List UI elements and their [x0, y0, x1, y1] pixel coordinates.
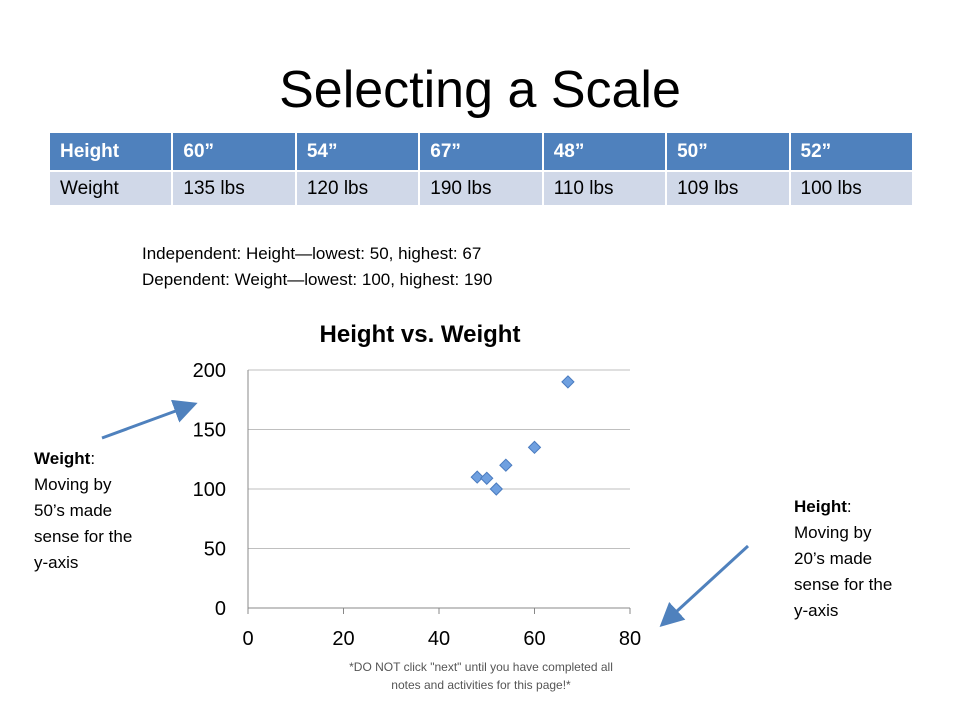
table-cell: 190 lbs	[418, 170, 544, 207]
x-tick-label: 20	[332, 628, 354, 650]
table-cell: 120 lbs	[294, 170, 421, 207]
weight-annotation-heading: Weight	[34, 449, 91, 468]
table-cell: 100 lbs	[788, 170, 915, 207]
table-cell: 50”	[665, 131, 791, 172]
table-cell: 48”	[541, 131, 668, 172]
table-cell: Height	[47, 131, 174, 172]
x-tick-label: 60	[523, 628, 545, 650]
height-annotation-heading: Height	[794, 497, 847, 516]
chart-title: Height vs. Weight	[320, 321, 521, 348]
chart-axes	[247, 370, 631, 614]
chart-tick-labels: 0 50 100 150 200 0 20 40 60 80	[193, 360, 642, 650]
y-tick-label: 100	[193, 479, 226, 501]
independent-note: Independent: Height—lowest: 50, highest:…	[142, 244, 482, 263]
y-tick-label: 200	[193, 360, 226, 382]
table-cell: 110 lbs	[541, 170, 668, 207]
table-row: Weight 135 lbs 120 lbs 190 lbs 110 lbs 1…	[47, 170, 915, 207]
weight-arrow	[101, 399, 198, 440]
table-cell: 135 lbs	[171, 170, 297, 207]
table-cell: 54”	[294, 131, 421, 172]
y-tick-label: 50	[204, 539, 226, 561]
chart-points	[470, 375, 575, 496]
table-cell: 109 lbs	[665, 170, 791, 207]
y-tick-label: 0	[215, 598, 226, 620]
data-point-marker	[499, 458, 513, 472]
table-header-row: Height 60” 54” 67” 48” 50” 52”	[47, 131, 915, 172]
height-weight-table: Height 60” 54” 67” 48” 50” 52” Weight 13…	[47, 131, 915, 207]
height-arrow	[659, 544, 750, 628]
chart-gridlines	[248, 369, 630, 549]
x-tick-label: 40	[428, 628, 450, 650]
height-annotation-text: : Moving by 20’s made sense for the y-ax…	[794, 497, 893, 620]
variable-notes: Independent: Height—lowest: 50, highest:…	[142, 241, 492, 293]
data-point-marker	[470, 470, 484, 484]
table-cell: 52”	[788, 131, 915, 172]
table-cell: 60”	[171, 131, 297, 172]
data-point-marker	[480, 471, 494, 485]
dependent-note: Dependent: Weight—lowest: 100, highest: …	[142, 270, 493, 289]
data-point-marker	[489, 482, 504, 496]
x-tick-label: 0	[242, 628, 253, 650]
y-tick-label: 150	[193, 420, 226, 442]
table-cell: Weight	[47, 170, 174, 207]
page-title: Selecting a Scale	[279, 61, 681, 119]
weight-annotation: Weight: Moving by 50’s made sense for th…	[34, 446, 146, 576]
table-cell: 67”	[418, 131, 544, 172]
x-tick-label: 80	[619, 628, 641, 650]
weight-annotation-text: : Moving by 50’s made sense for the y-ax…	[34, 449, 133, 572]
data-point-marker	[561, 375, 575, 389]
data-point-marker	[527, 440, 542, 455]
height-annotation: Height: Moving by 20’s made sense for th…	[794, 494, 906, 624]
footer-note: *DO NOT click "next" until you have comp…	[349, 660, 613, 692]
